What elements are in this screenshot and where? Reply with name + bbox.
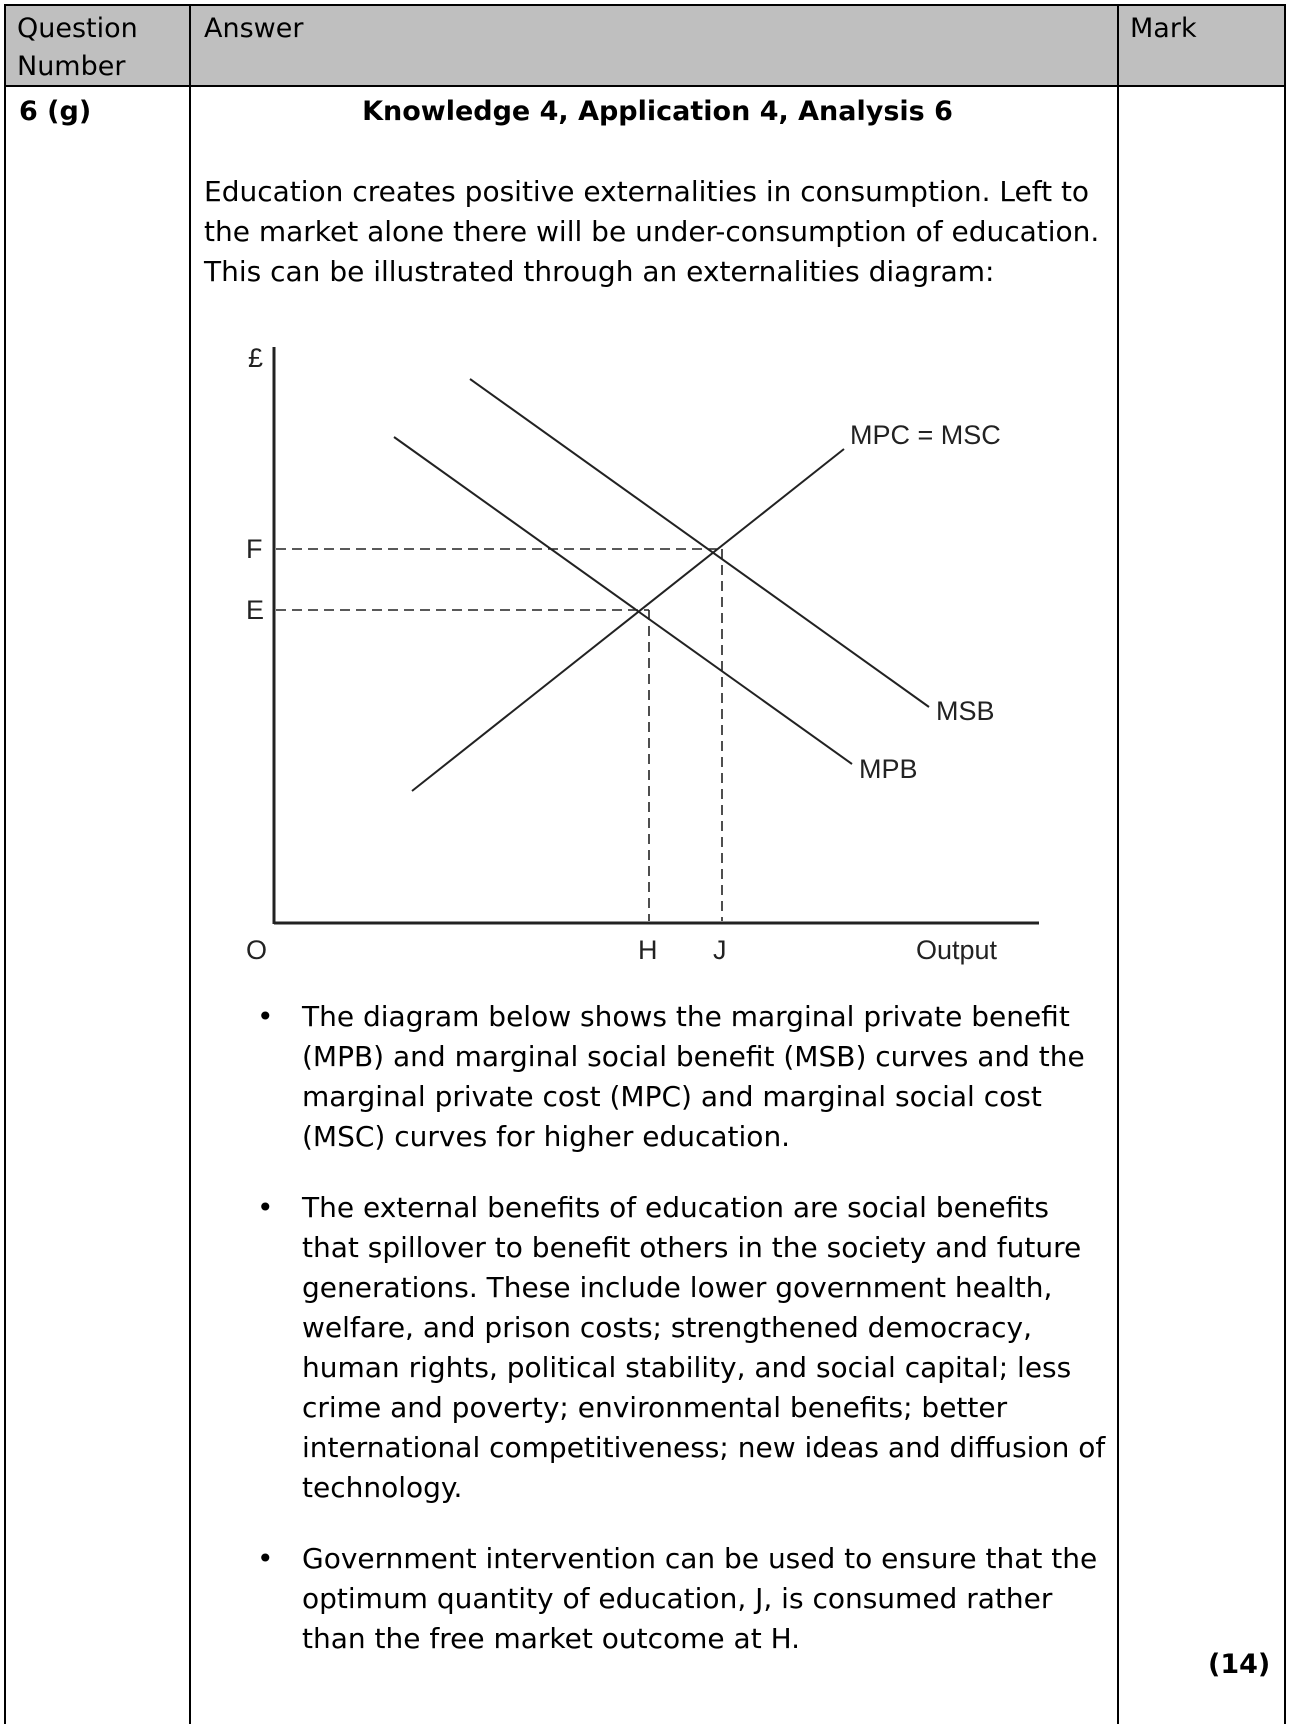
mpb-curve	[393, 436, 853, 765]
header-mark: Mark	[1130, 13, 1197, 44]
origin-label: O	[246, 935, 267, 965]
bullet-symbol: •	[257, 1542, 274, 1575]
mark-allocation-heading: Knowledge 4, Application 4, Analysis 6	[362, 96, 953, 127]
column-divider-1	[189, 4, 191, 1724]
mpb-curve-label: MPB	[859, 754, 918, 784]
question-number: 6 (g)	[19, 96, 92, 127]
bullet-symbol: •	[257, 1000, 274, 1033]
bullet-text: Government intervention can be used to e…	[302, 1542, 1098, 1655]
table-header-row	[4, 4, 1286, 86]
answer-bullets: • The diagram below shows the marginal p…	[252, 997, 1112, 1690]
header-answer: Answer	[204, 13, 304, 44]
bullet-text: The diagram below shows the marginal pri…	[302, 1000, 1085, 1153]
x-axis-label: Output	[916, 935, 998, 965]
table-border-right	[1284, 4, 1286, 1724]
list-item: • The diagram below shows the marginal p…	[252, 997, 1112, 1157]
msb-curve-label: MSB	[936, 696, 995, 726]
list-item: • The external benefits of education are…	[252, 1188, 1112, 1508]
price-label-f: F	[246, 534, 263, 564]
msb-curve	[469, 378, 930, 708]
y-axis-label: £	[248, 343, 263, 373]
quantity-label-h: H	[638, 935, 658, 965]
intro-paragraph: Education creates positive externalities…	[204, 175, 1100, 288]
price-label-e: E	[246, 595, 264, 625]
table-border-top	[4, 4, 1286, 6]
table-border-left	[4, 4, 6, 1724]
table-header-divider	[4, 85, 1286, 87]
bullet-text: The external benefits of education are s…	[302, 1191, 1106, 1504]
list-item: • Government intervention can be used to…	[252, 1539, 1112, 1659]
column-divider-2	[1117, 4, 1119, 1724]
bullet-symbol: •	[257, 1191, 274, 1224]
header-question-number: Question Number	[17, 13, 138, 82]
mark-value: (14)	[1208, 1649, 1271, 1680]
mark-scheme-table: Question Number Answer Mark 6 (g) Knowle…	[4, 4, 1286, 1724]
quantity-label-j: J	[713, 935, 727, 965]
externalities-diagram: £ O Output F E H J MPC = MSC MSB MPB	[246, 343, 1039, 965]
supply-curve	[411, 448, 845, 792]
supply-curve-label: MPC = MSC	[850, 420, 1001, 450]
